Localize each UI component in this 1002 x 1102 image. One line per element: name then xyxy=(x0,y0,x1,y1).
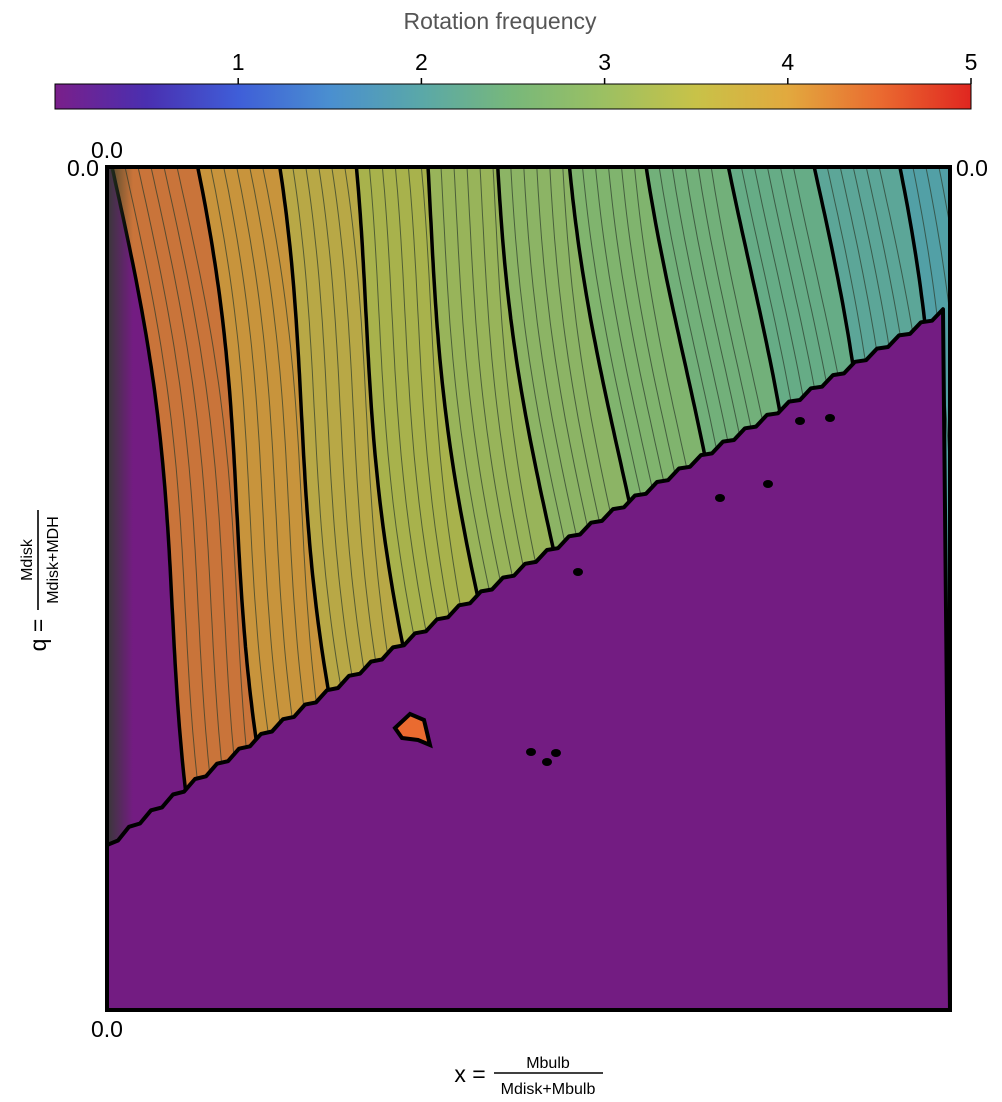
x-axis-label: x = Mbulb Mdisk+Mbulb xyxy=(454,1055,603,1098)
corner-label-bottom-left: 0.0 xyxy=(91,1016,123,1042)
corner-label-top-left-above: 0.0 xyxy=(91,137,123,163)
colorbar-tick-label: 4 xyxy=(781,49,794,75)
x-label-prefix: x = xyxy=(454,1061,485,1087)
corner-label-top-right: 0.0 xyxy=(956,155,988,181)
colorbar-tick-label: 3 xyxy=(598,49,611,75)
contour-island-dot xyxy=(526,748,536,756)
contour-island-dot xyxy=(763,480,773,488)
colorbar-tick-label: 5 xyxy=(965,49,978,75)
hotspot-island xyxy=(392,711,433,749)
contour-island-dot xyxy=(825,414,835,422)
y-label-denominator: Mdisk+MDH xyxy=(45,516,62,604)
contour-island-dot xyxy=(551,749,561,757)
colorbar-ticks: 1 2 3 4 5 xyxy=(232,49,978,84)
left-edge-shading xyxy=(107,167,133,847)
colorbar xyxy=(54,83,972,110)
y-label-prefix: q = xyxy=(25,619,51,652)
y-axis-label: q = Mdisk Mdisk+MDH xyxy=(19,510,62,651)
contour-island-dot xyxy=(542,758,552,766)
contour-island-dot xyxy=(795,417,805,425)
colorbar-tick-label: 2 xyxy=(415,49,428,75)
contour-islands xyxy=(392,414,835,766)
contour-fine-line xyxy=(952,167,1002,1007)
contour-fine-line xyxy=(965,167,1002,1007)
heatmap-area xyxy=(107,167,1002,1010)
contour-island-dot xyxy=(573,568,583,576)
plot-frame xyxy=(105,165,952,1012)
colorbar-tick-label: 1 xyxy=(232,49,245,75)
y-label-numerator: Mdisk xyxy=(19,538,36,581)
contour-island-dot xyxy=(715,494,725,502)
contour-fine-line xyxy=(912,167,950,490)
x-label-numerator: Mbulb xyxy=(526,1055,570,1072)
colorbar-title: Rotation frequency xyxy=(403,8,597,34)
nonrotating-region xyxy=(107,307,950,1010)
x-label-denominator: Mdisk+Mbulb xyxy=(501,1081,596,1098)
corner-label-top-left: 0.0 xyxy=(67,155,99,181)
